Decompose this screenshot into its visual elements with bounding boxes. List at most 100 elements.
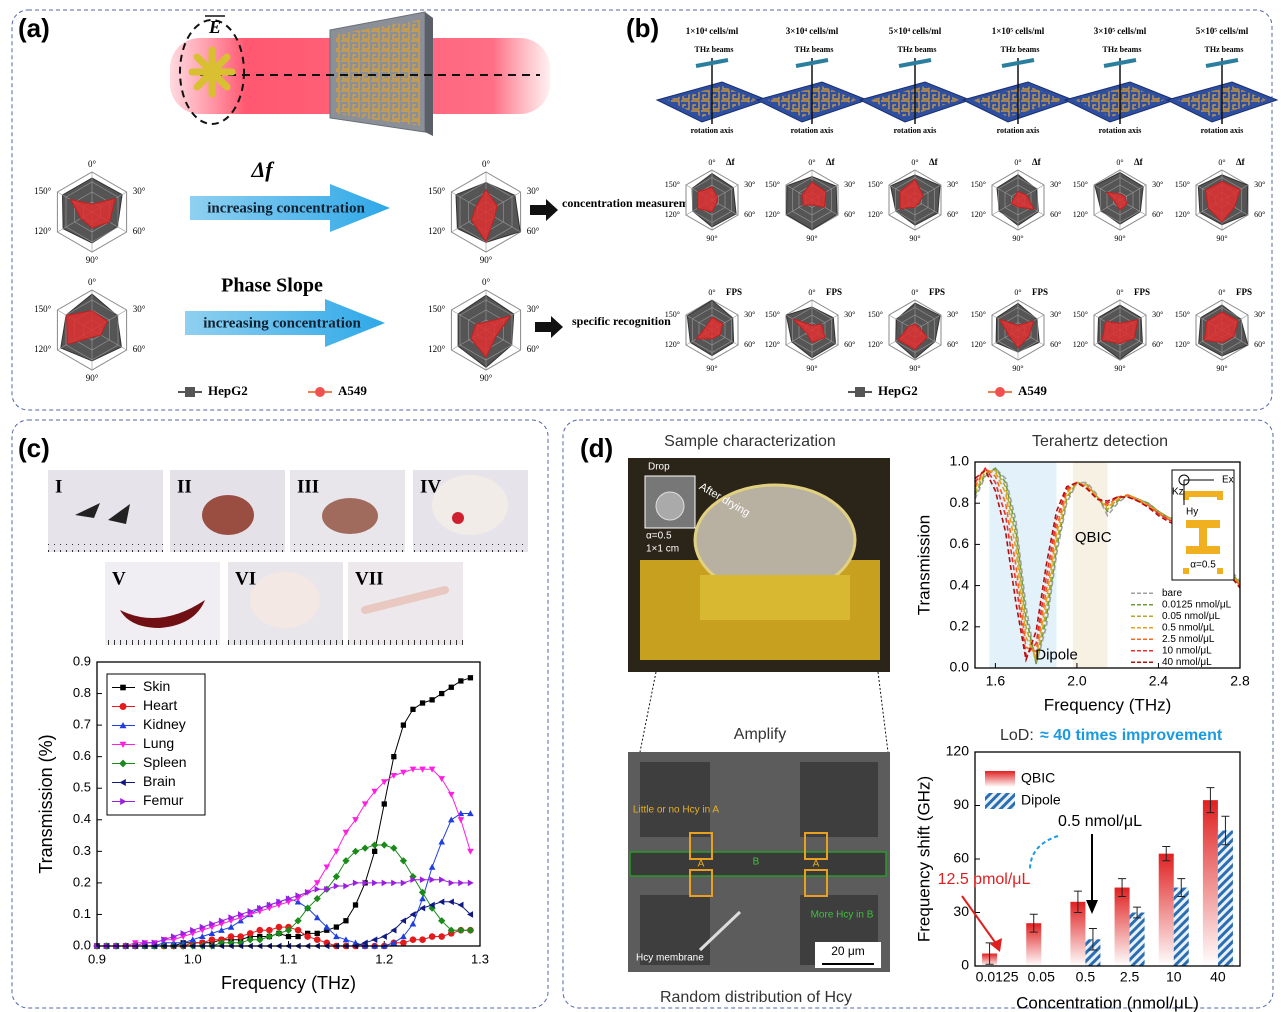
radar-axis-label: 0°	[808, 158, 815, 167]
radar-axis-label: 150°	[868, 180, 883, 189]
marker	[237, 933, 244, 940]
concentration-label: 1×10⁴ cells/ml	[686, 26, 739, 36]
x-tick-label: 2.0	[1067, 673, 1087, 689]
radar-axis-label: 60°	[947, 340, 958, 349]
radar-axis-label: 150°	[1073, 180, 1088, 189]
radar-axis-label: 90°	[909, 364, 920, 373]
y-tick-label: 0.3	[73, 843, 91, 858]
marker	[391, 754, 396, 759]
marker	[266, 927, 273, 934]
radar-axis-label: 0°	[911, 288, 918, 297]
radar-axis-label: 90°	[86, 373, 99, 383]
marker	[286, 934, 291, 939]
radar-axis-label: 150°	[1175, 310, 1190, 319]
radar-axis-label: 90°	[806, 234, 817, 243]
legend-swatch	[185, 387, 195, 397]
concentration-label: 3×10⁵ cells/ml	[1094, 26, 1147, 36]
legend-label: A549	[1018, 383, 1047, 398]
organ-label: VI	[235, 568, 256, 589]
radar: 0°30°60°90°120°150°	[34, 159, 146, 265]
radar-axis-label: 120°	[428, 344, 446, 354]
radar-axis-label: 150°	[428, 186, 446, 196]
y-tick-label: 0.4	[950, 576, 970, 592]
radar-axis-label: 0°	[1116, 288, 1123, 297]
radar-label: Δf	[826, 157, 836, 167]
radar: 0°30°60°90°120°150°FPS	[765, 287, 856, 373]
photo-label: Drop	[648, 462, 670, 473]
radar-axis-label: 60°	[133, 344, 146, 354]
marker	[372, 849, 377, 854]
marker	[228, 933, 235, 940]
legend-swatch	[995, 387, 1005, 397]
marker	[410, 707, 415, 712]
radar-axis-label: 90°	[706, 364, 717, 373]
radar-axis-label: 150°	[34, 304, 52, 314]
radar-axis-label: 0°	[911, 158, 918, 167]
y-tick-label: 0.6	[950, 535, 970, 551]
radar-label: Δf	[1236, 157, 1246, 167]
radar-axis-label: 0°	[1014, 288, 1021, 297]
radar-axis-label: 60°	[1254, 210, 1265, 219]
x-axis-label: Frequency (THz)	[1044, 695, 1172, 714]
marker	[304, 933, 311, 940]
legend-label: Brain	[143, 773, 176, 789]
radar-axis-label: 60°	[1152, 210, 1163, 219]
radar-axis-label: 0°	[88, 159, 97, 169]
legend-label: Skin	[143, 678, 170, 694]
organ-label: V	[112, 568, 126, 589]
radar-axis-label: 120°	[665, 340, 680, 349]
x-tick-label: 0.0125	[976, 969, 1019, 985]
photo-label: 1×1 cm	[646, 544, 679, 555]
radar-axis-label: 0°	[1116, 158, 1123, 167]
chart-title: Terahertz detection	[1032, 433, 1168, 450]
radar-axis-label: 150°	[765, 180, 780, 189]
marker	[420, 700, 425, 705]
legend-label: HepG2	[878, 383, 918, 398]
axis-label: rotation axis	[1201, 126, 1244, 135]
annotation: Dipole	[1035, 647, 1078, 664]
axis-label: rotation axis	[691, 126, 734, 135]
radar-axis-label: 60°	[527, 226, 540, 236]
legend-label: 0.0125 nmol/μL	[1162, 599, 1232, 610]
concentration-label: 1×10⁵ cells/ml	[992, 26, 1045, 36]
marker	[429, 697, 434, 702]
y-tick-label: 0.8	[950, 494, 970, 510]
radar-axis-label: 90°	[1114, 234, 1125, 243]
legend-label: QBIC	[1021, 770, 1055, 786]
sem-region: A	[813, 859, 820, 870]
radar-axis-label: 150°	[868, 310, 883, 319]
radar-axis-label: 0°	[482, 159, 491, 169]
radar-label: FPS	[929, 287, 945, 297]
inset-label: Hy	[1186, 507, 1198, 518]
outcome: concentration measurement	[562, 196, 705, 210]
radar-axis-label: 90°	[86, 255, 99, 265]
legend-label: 40 nmol/μL	[1162, 657, 1212, 668]
arrow-text: increasing concentration	[207, 200, 365, 216]
panel-label: (b)	[626, 13, 659, 43]
photo-label: α=0.5	[646, 531, 672, 542]
y-tick-label: 0	[961, 957, 969, 973]
radar-axis-label: 120°	[765, 340, 780, 349]
band	[1073, 462, 1108, 668]
x-tick-label: 2.4	[1149, 673, 1169, 689]
panel-label: (c)	[18, 433, 50, 463]
annotation: 0.5 nmol/μL	[1058, 813, 1142, 830]
radar-axis-label: 90°	[706, 234, 717, 243]
radar: 0°30°60°90°120°150°	[34, 277, 146, 383]
legend-label: 2.5 nmol/μL	[1162, 634, 1215, 645]
radar-axis-label: 90°	[1114, 364, 1125, 373]
scale-bar: 20 μm	[831, 944, 865, 958]
bar	[1130, 913, 1145, 967]
radar-axis-label: 30°	[947, 310, 958, 319]
radar-axis-label: 90°	[806, 364, 817, 373]
radar-axis-label: 90°	[1216, 364, 1227, 373]
marker	[449, 685, 454, 690]
organ-label: IV	[420, 476, 441, 497]
legend-label: Dipole	[1021, 792, 1061, 808]
panel-label: (d)	[580, 433, 613, 463]
radar-label: FPS	[1236, 287, 1252, 297]
legend-label: 10 nmol/μL	[1162, 645, 1212, 656]
phase-slope-label: Phase Slope	[221, 275, 323, 297]
radar-axis-label: 90°	[1012, 364, 1023, 373]
radar-axis-label: 120°	[1073, 340, 1088, 349]
